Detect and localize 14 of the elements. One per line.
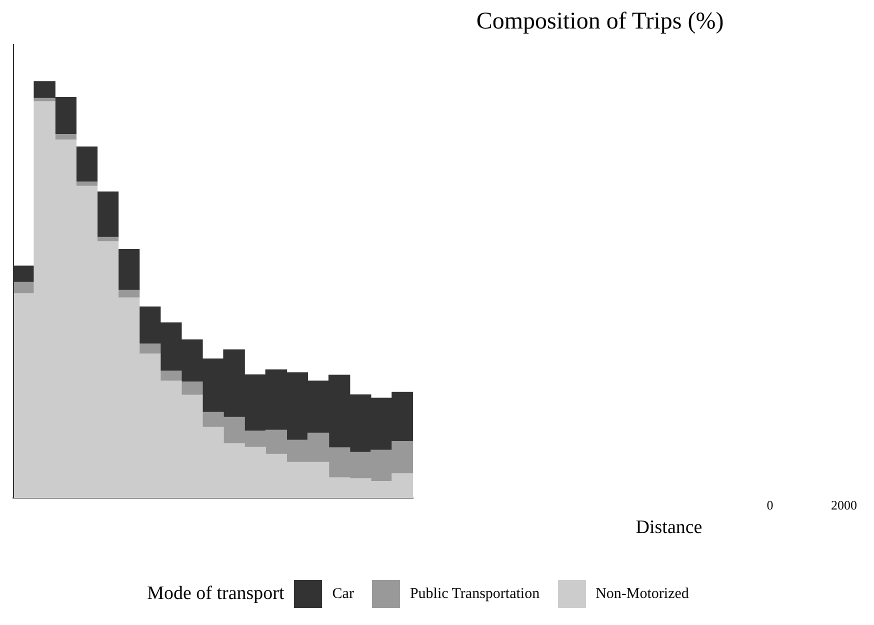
text: 0: [766, 497, 774, 512]
bar: [138, 344, 161, 354]
bar: [76, 146, 98, 182]
legend-label: Non-Motorized: [596, 586, 689, 602]
legend-label: Car: [332, 586, 354, 602]
text: 2000: [831, 497, 857, 512]
legend-title: Mode of transport: [147, 583, 284, 605]
bar: [160, 370, 182, 382]
bar: [181, 381, 203, 396]
bar: [118, 249, 140, 290]
bar: [96, 192, 119, 238]
legend-label: Public Transportation: [410, 586, 540, 602]
text: Composition of Trips (%): [476, 8, 724, 34]
text: Distance: [636, 516, 702, 538]
